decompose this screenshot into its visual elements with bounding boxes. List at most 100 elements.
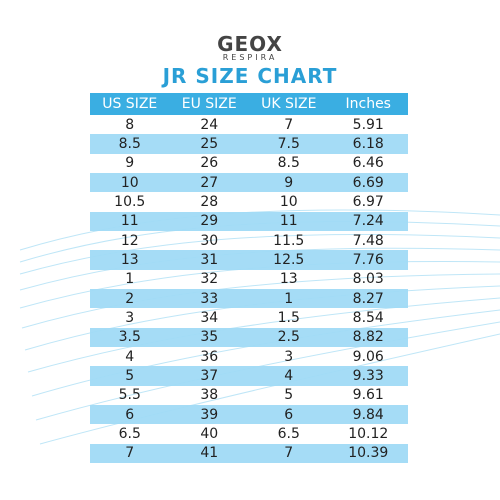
column-header: US SIZE bbox=[102, 96, 158, 112]
table-cell: 32 bbox=[200, 271, 219, 288]
size-table: US SIZE EU SIZE UK SIZE Inches 8 24 7 5.91 8.5 25… bbox=[90, 93, 408, 463]
table-cell: 9.61 bbox=[352, 387, 384, 404]
table-cell: 8.27 bbox=[352, 290, 384, 307]
table-cell: 28 bbox=[200, 193, 219, 210]
table-cell: 3 bbox=[284, 348, 294, 365]
table-cell: 41 bbox=[200, 445, 219, 462]
logo-subtitle: RESPIRA bbox=[222, 53, 278, 62]
table-cell: 6.5 bbox=[277, 425, 300, 442]
table-cell: 33 bbox=[200, 290, 219, 307]
table-cell: 6 bbox=[284, 406, 294, 423]
table-cell: 39 bbox=[200, 406, 219, 423]
table-cell: 7 bbox=[284, 116, 294, 133]
table-cell: 6.5 bbox=[118, 425, 141, 442]
table-row: 2 33 1 8.27 bbox=[90, 288, 408, 309]
table-cell: 38 bbox=[200, 387, 219, 404]
column-header: UK SIZE bbox=[261, 96, 317, 112]
table-cell: 9 bbox=[125, 155, 135, 172]
table-cell: 40 bbox=[200, 425, 219, 442]
table-cell: 5.91 bbox=[352, 116, 384, 133]
table-cell: 1 bbox=[125, 271, 135, 288]
table-row: 5.5 38 5 9.61 bbox=[90, 386, 408, 405]
table-cell: 5 bbox=[284, 387, 294, 404]
table-cell: 8.5 bbox=[277, 155, 300, 172]
table-row: 10 27 9 6.69 bbox=[90, 172, 408, 193]
table-cell: 8 bbox=[125, 116, 135, 133]
table-cell: 7 bbox=[284, 445, 294, 462]
table-cell: 34 bbox=[200, 309, 219, 326]
table-cell: 10 bbox=[279, 193, 298, 210]
table-row: 8 24 7 5.91 bbox=[90, 115, 408, 134]
table-cell: 27 bbox=[200, 174, 219, 191]
table-row: 7 41 7 10.39 bbox=[90, 443, 408, 463]
table-cell: 29 bbox=[200, 213, 219, 230]
table-cell: 7.76 bbox=[352, 251, 384, 268]
table-row: 12 30 11.5 7.48 bbox=[90, 231, 408, 250]
table-row: 4 36 3 9.06 bbox=[90, 347, 408, 366]
table-cell: 24 bbox=[200, 116, 219, 133]
table-cell: 2 bbox=[125, 290, 135, 307]
table-cell: 6.46 bbox=[352, 155, 384, 172]
table-cell: 7.48 bbox=[352, 232, 384, 249]
table-cell: 10 bbox=[120, 174, 139, 191]
table-cell: 35 bbox=[200, 329, 219, 346]
table-cell: 6 bbox=[125, 406, 135, 423]
table-cell: 5 bbox=[125, 367, 135, 384]
table-cell: 9 bbox=[284, 174, 294, 191]
table-cell: 4 bbox=[284, 367, 294, 384]
table-cell: 11 bbox=[279, 213, 298, 230]
table-cell: 12.5 bbox=[273, 251, 305, 268]
table-row: 5 37 4 9.33 bbox=[90, 366, 408, 386]
table-cell: 3 bbox=[125, 309, 135, 326]
table-cell: 36 bbox=[200, 348, 219, 365]
table-cell: 10.39 bbox=[348, 445, 389, 462]
table-row: 13 31 12.5 7.76 bbox=[90, 250, 408, 270]
table-cell: 8.54 bbox=[352, 309, 384, 326]
table-cell: 26 bbox=[200, 155, 219, 172]
table-cell: 11 bbox=[120, 213, 139, 230]
table-cell: 1 bbox=[284, 290, 294, 307]
table-cell: 30 bbox=[200, 232, 219, 249]
title: JR SIZE CHART bbox=[162, 64, 338, 88]
table-cell: 37 bbox=[200, 367, 219, 384]
table-cell: 7 bbox=[125, 445, 135, 462]
table-cell: 31 bbox=[200, 251, 219, 268]
table-cell: 10.5 bbox=[114, 193, 146, 210]
table-cell: 7.24 bbox=[352, 213, 384, 230]
table-row: 11 29 11 7.24 bbox=[90, 211, 408, 231]
table-cell: 6.18 bbox=[352, 135, 384, 152]
table-cell: 1.5 bbox=[277, 309, 300, 326]
table-cell: 9.33 bbox=[352, 367, 384, 384]
table-row: 1 32 13 8.03 bbox=[90, 270, 408, 289]
table-row: 6 39 6 9.84 bbox=[90, 404, 408, 425]
table-cell: 9.84 bbox=[352, 406, 384, 423]
column-header: EU SIZE bbox=[181, 96, 237, 112]
table-cell: 9.06 bbox=[352, 348, 384, 365]
table-row: 9 26 8.5 6.46 bbox=[90, 154, 408, 173]
table-row: 8.5 25 7.5 6.18 bbox=[90, 134, 408, 154]
table-cell: 8.82 bbox=[352, 329, 384, 346]
table-row: 6.5 40 6.5 10.12 bbox=[90, 424, 408, 443]
table-cell: 3.5 bbox=[118, 329, 141, 346]
table-cell: 10.12 bbox=[348, 425, 389, 442]
table-cell: 12 bbox=[120, 232, 139, 249]
logo: GEOX bbox=[217, 32, 283, 56]
table-cell: 25 bbox=[200, 135, 219, 152]
table-cell: 8.5 bbox=[118, 135, 141, 152]
table-cell: 11.5 bbox=[273, 232, 305, 249]
table-cell: 4 bbox=[125, 348, 135, 365]
table-cell: 6.97 bbox=[352, 193, 384, 210]
table-row: 3.5 35 2.5 8.82 bbox=[90, 327, 408, 347]
table-cell: 13 bbox=[279, 271, 298, 288]
table-cell: 6.69 bbox=[352, 174, 384, 191]
table-cell: 2.5 bbox=[277, 329, 300, 346]
header-row: US SIZE EU SIZE UK SIZE Inches bbox=[90, 93, 408, 115]
table-cell: 8.03 bbox=[352, 271, 384, 288]
column-header: Inches bbox=[345, 96, 391, 112]
table-row: 10.5 28 10 6.97 bbox=[90, 192, 408, 211]
table-cell: 5.5 bbox=[118, 387, 141, 404]
table-row: 3 34 1.5 8.54 bbox=[90, 308, 408, 327]
table-cell: 7.5 bbox=[277, 135, 300, 152]
table-cell: 13 bbox=[120, 251, 139, 268]
